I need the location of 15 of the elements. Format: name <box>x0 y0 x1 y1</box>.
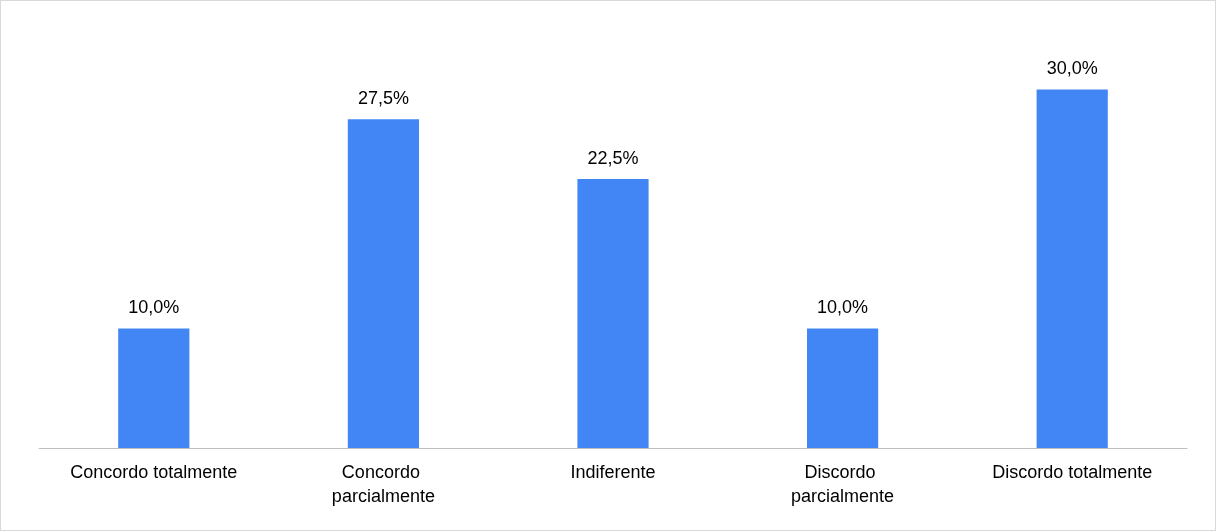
data-label: 10,0% <box>128 297 180 318</box>
bar <box>347 119 419 448</box>
bar <box>577 179 649 448</box>
data-label: 30,0% <box>1046 58 1098 79</box>
x-tick-label: Discordo parcialmente <box>791 462 895 506</box>
bar <box>1036 89 1108 448</box>
bar <box>118 328 190 448</box>
data-label: 22,5% <box>587 148 639 169</box>
x-tick-label: Indiferente <box>570 462 656 482</box>
x-tick-label: Concordo parcialmente <box>331 462 435 506</box>
data-label: 10,0% <box>817 297 869 318</box>
x-tick-label: Concordo totalmente <box>70 462 238 482</box>
data-label: 27,5% <box>357 88 409 109</box>
bar <box>807 328 879 448</box>
x-tick-label: Discordo totalmente <box>992 462 1153 482</box>
